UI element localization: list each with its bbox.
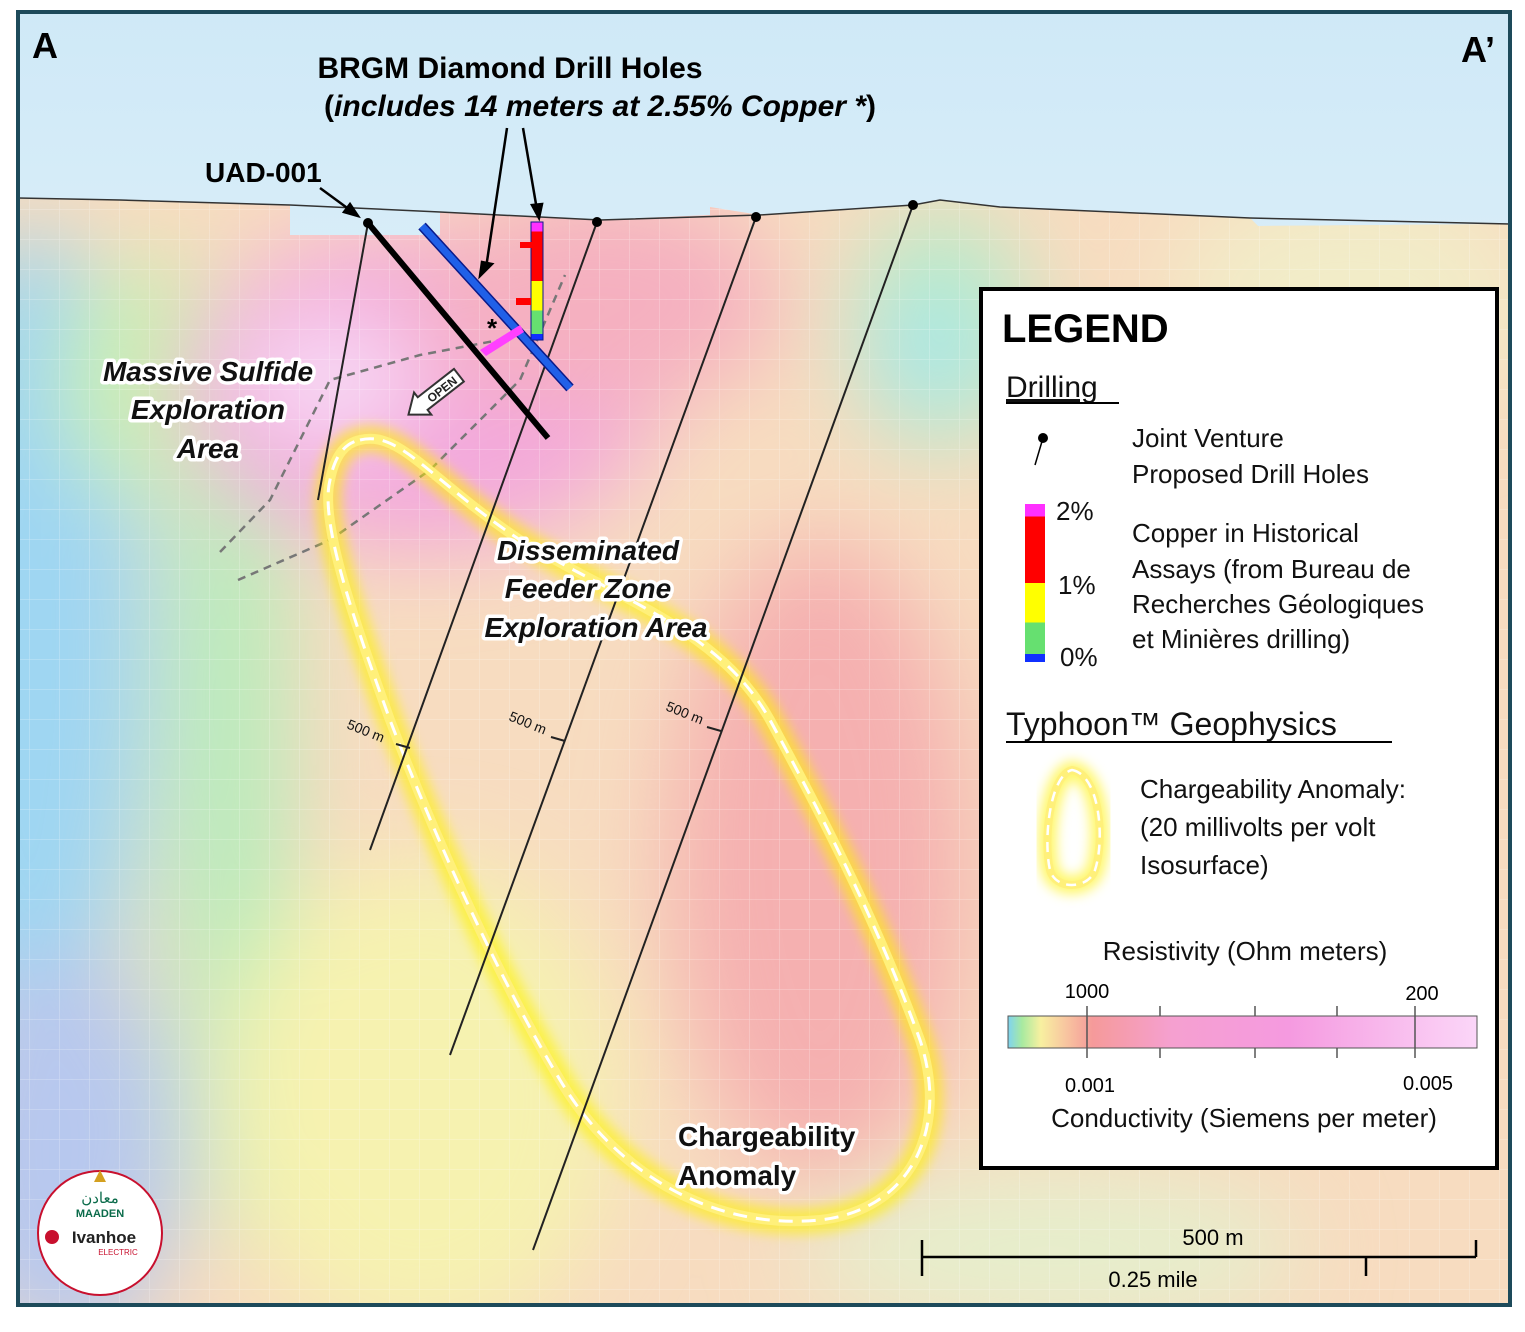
copper-scale: 0%	[1060, 642, 1098, 672]
logo-ivanhoe: Ivanhoe	[72, 1228, 136, 1247]
zone-label: Area	[176, 433, 239, 464]
legend-text: Isosurface)	[1140, 850, 1269, 880]
resistivity-title: Resistivity (Ohm meters)	[1103, 936, 1388, 966]
uad-label: UAD-001	[205, 157, 322, 188]
legend-text: Chargeability Anomaly:	[1140, 774, 1406, 804]
paren: (	[324, 90, 334, 123]
copper-scale: 2%	[1056, 496, 1094, 526]
asterisk: *	[487, 313, 498, 343]
legend-title: LEGEND	[1002, 307, 1169, 351]
brgm-detail: (includes 14 meters at 2.55% Copper *)	[324, 90, 876, 123]
zone-label: Feeder Zone	[505, 573, 671, 604]
zone-label: Massive Sulfide	[103, 356, 313, 387]
frame	[16, 10, 1512, 1307]
logo-maaden: MAADEN	[76, 1208, 124, 1220]
legend-text: Proposed Drill Holes	[1132, 459, 1369, 489]
brgm-title: BRGM Diamond Drill Holes	[317, 52, 702, 85]
legend-text: et Minières drilling)	[1132, 624, 1350, 654]
zone-label: Exploration	[131, 394, 285, 425]
legend: LEGEND Drilling Joint Venture Proposed D…	[979, 287, 1499, 1170]
logo: معادن MAADEN Ivanhoe ELECTRIC	[37, 1170, 163, 1296]
legend-text: (20 millivolts per volt	[1140, 812, 1376, 842]
paren: )	[866, 90, 876, 123]
scale-imperial: 0.25 mile	[1108, 1267, 1197, 1292]
legend-text: Copper in Historical	[1132, 518, 1359, 548]
section-end: A’	[1461, 29, 1495, 70]
brgm-holes	[418, 221, 574, 392]
detail: includes 14 meters at 2.55% Copper *	[334, 90, 867, 123]
collars	[363, 200, 918, 228]
copper-scale: 1%	[1058, 570, 1096, 600]
conductivity-title: Conductivity (Siemens per meter)	[1051, 1103, 1437, 1133]
resistivity-label: 200	[1405, 983, 1438, 1005]
legend-text: Joint Venture	[1132, 423, 1284, 453]
section-start: A	[32, 25, 58, 66]
scale-metric: 500 m	[1182, 1225, 1243, 1250]
scale-bar	[920, 1240, 1478, 1276]
zone-label: Anomaly	[678, 1160, 797, 1191]
logo-electric: ELECTRIC	[98, 1248, 138, 1257]
conductivity-label: 0.005	[1403, 1073, 1453, 1095]
chargeability-anomaly	[315, 425, 943, 1235]
legend-section: Drilling	[1006, 371, 1098, 404]
callout-arrows	[319, 127, 544, 280]
zone-label: Disseminated	[497, 535, 680, 566]
drill-holes	[317, 204, 914, 1251]
resistivity-label: 1000	[1065, 981, 1110, 1003]
logo-arabic: معادن	[81, 1190, 119, 1207]
zone-label: Exploration Area	[484, 612, 707, 643]
legend-text: Assays (from Bureau de	[1132, 554, 1411, 584]
sulfide-outline	[219, 336, 511, 553]
conductivity-label: 0.001	[1065, 1075, 1115, 1097]
zone-label: Chargeability	[678, 1121, 856, 1152]
legend-text: Recherches Géologiques	[1132, 589, 1424, 619]
legend-section: Typhoon™ Geophysics	[1006, 706, 1337, 742]
